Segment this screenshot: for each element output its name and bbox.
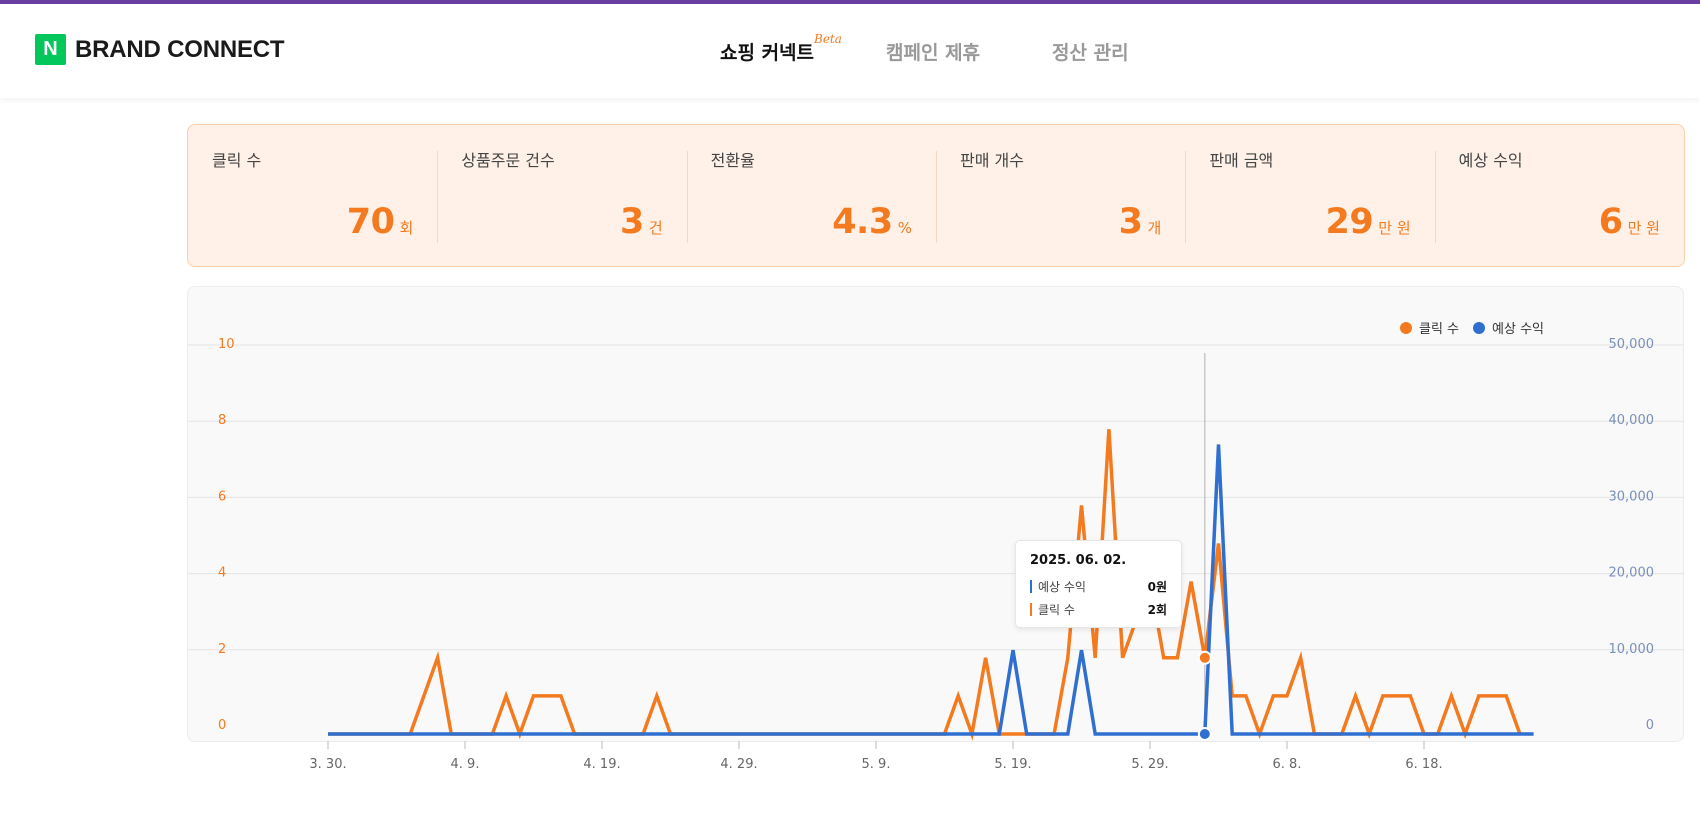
stat-label: 판매 금액 [1209, 151, 1274, 170]
tooltip-date: 2025. 06. 02. [1030, 553, 1127, 568]
stat-number: 3 [619, 202, 644, 242]
tooltip-value: 2회 [1147, 603, 1167, 617]
stat-number: 4.3 [832, 202, 893, 242]
stat-number: 3 [1118, 202, 1143, 242]
y-left-tick-label: 0 [218, 718, 226, 733]
x-tick-label: 4. 9. [451, 757, 480, 772]
y-left-tick-label: 8 [218, 413, 226, 428]
stat-conversion: 전환율 4.3% [686, 125, 936, 266]
stat-unit: 만 원 [1378, 219, 1411, 237]
nav-settlement-label: 정산 관리 [1052, 42, 1129, 64]
tooltip-row-clicks: 클릭 수 2회 [1030, 598, 1167, 621]
legend-dot-icon [1400, 321, 1412, 334]
y-right-tick-label: 20,000 [1609, 566, 1655, 581]
nav-shopping-connect-label: 쇼핑 커넥트 [720, 42, 815, 64]
y-right-tick-label: 40,000 [1609, 413, 1655, 428]
series-marker-icon [1030, 580, 1032, 593]
legend-label: 클릭 수 [1419, 322, 1460, 337]
stat-value: 4.3% [832, 202, 912, 242]
series-marker-icon [1030, 603, 1032, 616]
x-tick-label: 4. 29. [720, 757, 757, 772]
chart-tooltip: 2025. 06. 02. 예상 수익 0원 클릭 수 2회 [1015, 540, 1182, 628]
stat-number: 29 [1325, 202, 1374, 242]
stat-value: 29 만 원 [1326, 202, 1411, 242]
stat-label: 상품주문 건수 [461, 151, 555, 170]
y-left-tick-label: 2 [218, 642, 226, 657]
stat-value: 70 회 [347, 202, 414, 242]
nav-campaign-label: 캠페인 제휴 [886, 42, 981, 64]
highlight-point [1197, 650, 1212, 665]
beta-badge: Beta [814, 32, 842, 46]
stat-number: 70 [346, 202, 395, 242]
y-left-tick-label: 10 [218, 337, 235, 352]
stat-unit: 회 [399, 219, 414, 237]
y-left-tick-label: 4 [218, 566, 226, 581]
stat-label: 예상 수익 [1458, 151, 1523, 170]
nav-campaign[interactable]: 캠페인 제휴 [886, 38, 980, 65]
legend-label: 예상 수익 [1492, 322, 1544, 337]
y-right-tick-label: 30,000 [1609, 489, 1655, 504]
x-tick-label: 5. 19. [994, 757, 1031, 772]
stat-unit: 개 [1147, 219, 1162, 237]
y-right-tick-label: 10,000 [1609, 642, 1655, 657]
brand-logo[interactable]: N BRAND CONNECT [35, 34, 285, 65]
nav-shopping-connect[interactable]: 쇼핑 커넥트 Beta [720, 32, 842, 65]
tooltip-value: 0원 [1147, 580, 1167, 594]
main-nav: 쇼핑 커넥트 Beta 캠페인 제휴 정산 관리 [720, 32, 1201, 65]
x-tick-label: 4. 19. [583, 757, 620, 772]
series-line-clicks [328, 429, 1522, 741]
y-left-tick-label: 6 [218, 489, 226, 504]
app-header: N BRAND CONNECT 쇼핑 커넥트 Beta 캠페인 제휴 정산 관리 [0, 4, 1700, 98]
stat-label: 클릭 수 [212, 151, 262, 170]
nav-settlement[interactable]: 정산 관리 [1052, 38, 1129, 65]
y-right-tick-label: 50,000 [1609, 337, 1655, 352]
x-tick-label: 5. 9. [862, 757, 891, 772]
legend-item-clicks[interactable]: 클릭 수 [1400, 318, 1459, 337]
y-right-tick-label: 0 [1646, 718, 1654, 733]
stat-label: 전환율 [710, 151, 755, 170]
stat-clicks: 클릭 수 70 회 [188, 125, 437, 266]
x-tick-label: 3. 30. [309, 757, 346, 772]
tooltip-label: 클릭 수 [1038, 603, 1075, 617]
tooltip-label: 예상 수익 [1038, 580, 1086, 594]
top-accent-bar [0, 0, 1700, 4]
naver-logo-icon: N [35, 34, 66, 65]
x-tick-label: 6. 18. [1405, 757, 1442, 772]
chart-legend: 클릭 수 예상 수익 [1400, 318, 1558, 337]
stat-unit: 건 [648, 219, 663, 237]
highlight-point [1197, 727, 1212, 741]
x-tick-label: 5. 29. [1131, 757, 1168, 772]
legend-item-revenue[interactable]: 예상 수익 [1473, 318, 1544, 337]
stat-unit: % [897, 219, 912, 237]
stat-sales-amount: 판매 금액 29 만 원 [1185, 125, 1434, 266]
stat-number: 6 [1598, 202, 1623, 242]
brand-name: BRAND CONNECT [75, 35, 285, 63]
stat-label: 판매 개수 [959, 151, 1024, 170]
legend-dot-icon [1473, 321, 1486, 334]
stat-unit: 만 원 [1627, 219, 1660, 237]
tooltip-row-revenue: 예상 수익 0원 [1030, 575, 1167, 598]
x-tick-label: 6. 8. [1273, 757, 1302, 772]
series-line-revenue [328, 444, 1534, 736]
